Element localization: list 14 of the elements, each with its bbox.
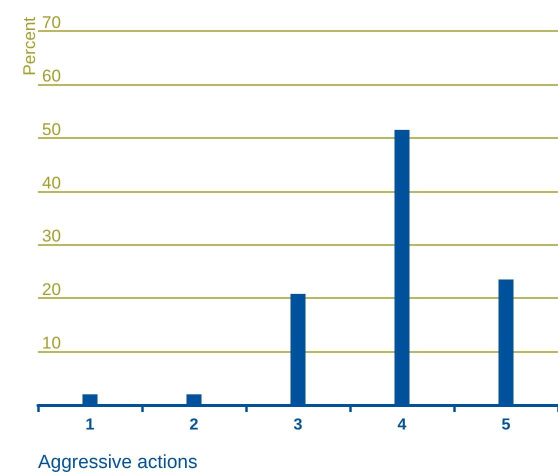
x-tick-label: 4 <box>398 416 407 434</box>
y-tick-label: 30 <box>42 226 61 246</box>
x-axis-title: Aggressive actions <box>38 452 198 472</box>
y-tick-label: 60 <box>42 66 61 86</box>
y-tick-label: 50 <box>42 120 61 139</box>
y-tick-label: 70 <box>42 13 61 32</box>
x-tick-label: 1 <box>86 416 95 434</box>
x-tick-label: 5 <box>502 416 511 434</box>
y-tick-label: 10 <box>42 334 61 353</box>
y-tick-label: 20 <box>42 280 61 300</box>
y-axis-title: Percent <box>20 16 39 76</box>
x-tick-label: 2 <box>190 416 199 434</box>
x-tick-label: 3 <box>294 416 303 434</box>
y-tick-label: 40 <box>42 173 61 192</box>
